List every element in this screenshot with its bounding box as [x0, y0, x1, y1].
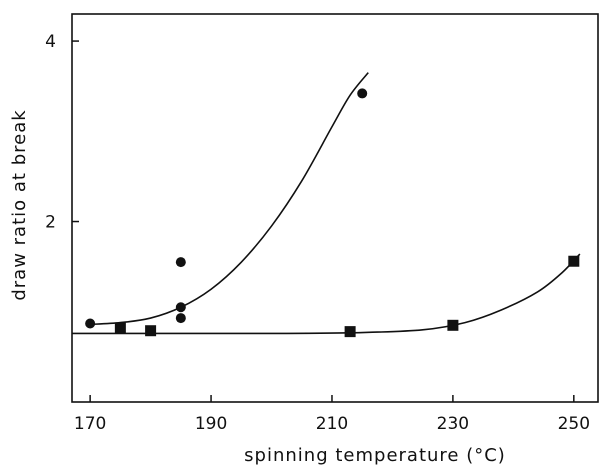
series-0-point-1	[175, 257, 186, 268]
x-tick-label-4: 250	[558, 414, 590, 434]
series-1-point-4	[568, 255, 580, 267]
series-0-point-0	[85, 318, 96, 329]
y-tick-label-1: 4	[45, 32, 56, 52]
plot-area-frame	[71, 13, 599, 403]
series-1-fit-curve	[71, 253, 581, 335]
series-1-point-2	[344, 326, 356, 338]
series-0-point-2	[175, 302, 186, 313]
axis-ticks: 170 190 210 230 250 2 4	[45, 32, 590, 434]
series-1-point-3	[447, 319, 459, 331]
y-axis-title: draw ratio at break	[9, 109, 30, 300]
y-tick-label-0: 2	[45, 213, 56, 233]
x-tick-label-1: 190	[195, 414, 227, 434]
x-tick-label-2: 210	[316, 414, 348, 434]
data-markers	[85, 88, 580, 338]
series-1-point-0	[114, 322, 126, 334]
series-0-fit-curve	[90, 72, 369, 326]
x-axis-title: spinning temperature (°C)	[244, 445, 506, 466]
fit-curves	[71, 72, 581, 335]
x-tick-label-0: 170	[74, 414, 106, 434]
x-tick-label-3: 230	[437, 414, 469, 434]
series-0-point-3	[175, 313, 186, 324]
series-0-point-4	[357, 88, 368, 99]
series-1-point-1	[145, 325, 157, 337]
